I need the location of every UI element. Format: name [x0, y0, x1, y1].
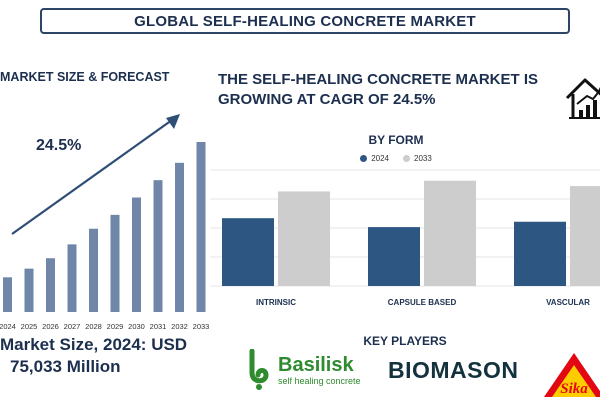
forecast-bar-2025: [24, 268, 34, 312]
legend-item-2024: 2024: [360, 154, 389, 163]
basilisk-tagline: self healing concrete: [278, 376, 361, 386]
forecast-tick-2025: 2025: [21, 322, 38, 331]
form-category-label: INTRINSIC: [256, 298, 296, 307]
forecast-bar-2032: [175, 162, 184, 312]
sika-logo-text: Sika: [560, 381, 588, 397]
form-bar-capsule-based-2033: [424, 180, 476, 286]
form-category-label: VASCULAR: [546, 298, 590, 307]
key-player-biomason: BIOMASON: [388, 357, 519, 384]
form-bar-vascular-2024: [514, 221, 566, 286]
basilisk-name: Basilisk: [278, 354, 354, 376]
form-bar-capsule-based-2024: [368, 227, 420, 286]
key-players-logos: Basilisk self healing concrete BIOMASON …: [240, 347, 600, 397]
legend-swatch-2024: [360, 155, 368, 162]
key-players-title: KEY PLAYERS: [363, 334, 447, 348]
market-size-line-1: Market Size, 2024: USD: [0, 335, 188, 354]
page-title: GLOBAL SELF-HEALING CONCRETE MARKET: [134, 12, 476, 30]
title-banner: GLOBAL SELF-HEALING CONCRETE MARKET: [40, 8, 570, 34]
key-player-basilisk: Basilisk self healing concrete: [246, 349, 361, 391]
by-form-legend: 2024 2033: [222, 154, 570, 163]
forecast-bar-chart: 2024 2025 2026 2027 2028 2029 2030 2031 2032 2033…: [0, 114, 210, 331]
market-size-line-2: 75,033 Million: [10, 357, 121, 376]
forecast-tick-2028: 2028: [85, 322, 102, 331]
form-bar-vascular-2033: [570, 186, 600, 286]
forecast-tick-2024: 2024: [0, 322, 16, 331]
forecast-tick-2029: 2029: [107, 322, 124, 331]
form-category-label: CAPSULE BASED: [388, 298, 457, 307]
forecast-tick-2031: 2031: [150, 322, 167, 331]
form-bar-intrinsic-2033: [278, 191, 330, 286]
legend-swatch-2033: [403, 155, 410, 162]
form-bar-intrinsic-2024: [222, 218, 274, 286]
forecast-tick-2026: 2026: [42, 322, 59, 331]
forecast-tick-2030: 2030: [128, 322, 145, 331]
forecast-section-title: MARKET SIZE & FORECAST: [0, 70, 170, 84]
legend-label-2033: 2033: [414, 154, 432, 163]
legend-item-2033: 2033: [403, 154, 432, 163]
basilisk-logo-icon: [249, 349, 269, 390]
forecast-bar-2026: [46, 258, 55, 312]
forecast-bar-2029: [110, 214, 120, 312]
cagr-annotation: 24.5%: [36, 137, 81, 154]
biomason-name: BIOMASON: [388, 357, 519, 383]
forecast-bar-2027: [67, 244, 77, 312]
forecast-tick-2032: 2032: [171, 322, 188, 331]
growth-arrow-head: [166, 114, 180, 129]
forecast-bar-2028: [89, 228, 98, 312]
forecast-bar-2031: [153, 180, 163, 312]
forecast-bar-2030: [132, 197, 141, 312]
by-form-title: BY FORM: [368, 133, 424, 147]
forecast-tick-2033: 2033: [193, 322, 210, 331]
growth-arrow-line: [11, 119, 173, 235]
market-size-summary: Market Size, 2024: USD 75,033 Million: [0, 334, 187, 378]
sika-logo-icon: Sika: [544, 353, 600, 397]
house-growth-icon: [565, 78, 600, 119]
forecast-bar-2024: [3, 277, 12, 312]
cagr-headline: THE SELF-HEALING CONCRETE MARKET IS GROW…: [218, 71, 539, 108]
by-form-bar-chart: INTRINSIC CAPSULE BASED VASCULAR: [210, 169, 600, 307]
forecast-bar-2033: [196, 142, 206, 312]
legend-label-2024: 2024: [371, 154, 389, 163]
forecast-tick-2027: 2027: [64, 322, 81, 331]
